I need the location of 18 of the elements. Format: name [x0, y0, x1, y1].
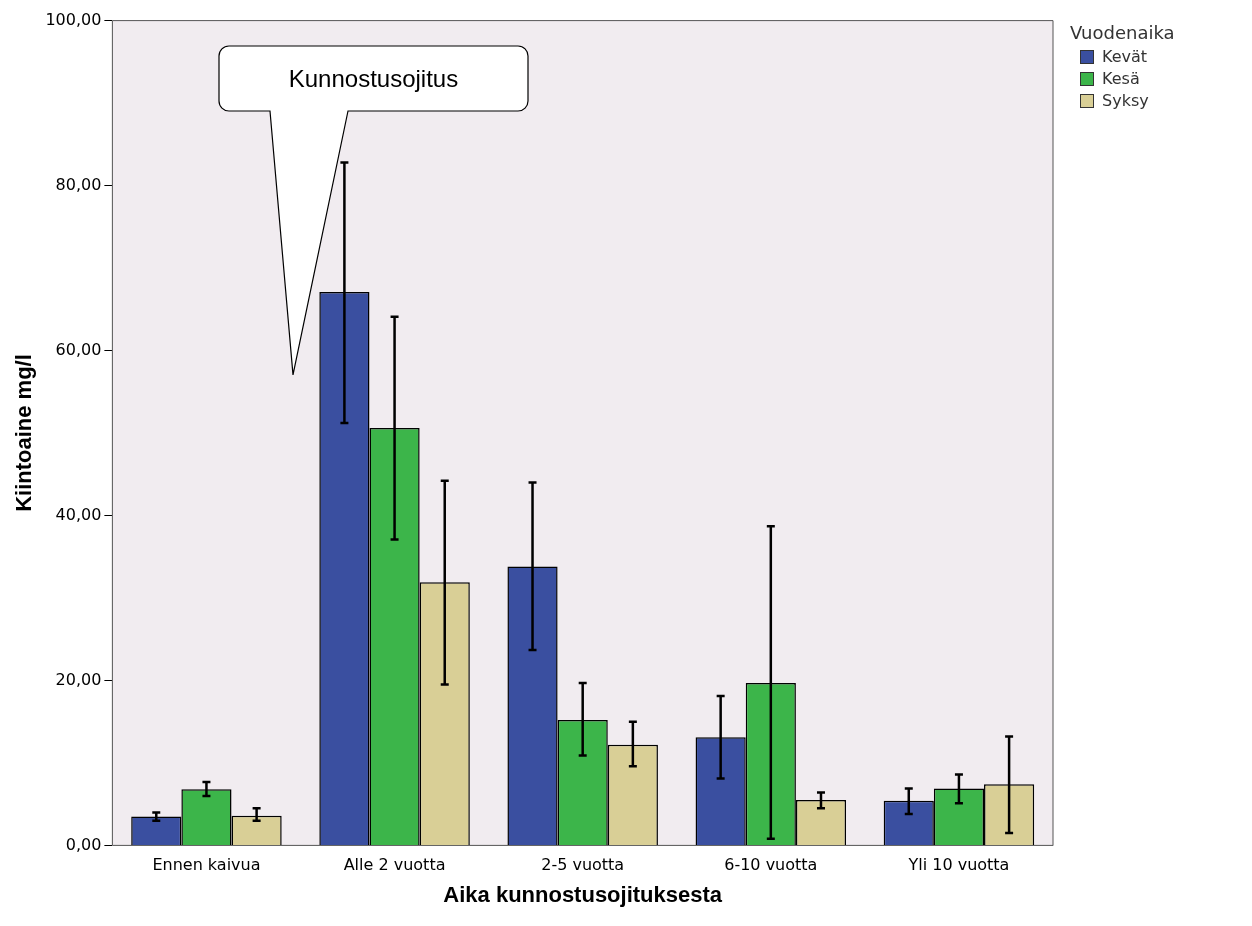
x-axis-title: Aika kunnostusojituksesta [443, 881, 723, 907]
annotation: Kunnostusojitus [287, 63, 460, 94]
y-tick-label: 0,00 [65, 834, 102, 854]
y-axis-title: Kiintoaine mg/l [11, 354, 37, 512]
x-tick-label: 6-10 vuotta [724, 855, 818, 875]
legend-label: Kevät [1102, 47, 1148, 66]
x-tick-label: 2-5 vuotta [541, 855, 625, 875]
legend-label: Syksy [1102, 91, 1149, 110]
y-tick-label: 40,00 [55, 504, 102, 524]
y-tick-label: 20,00 [55, 669, 102, 689]
legend-label: Kesä [1102, 69, 1140, 88]
x-tick-label: Ennen kaivua [152, 855, 261, 875]
y-tick-label: 100,00 [45, 9, 102, 29]
x-tick-label: Alle 2 vuotta [343, 855, 446, 875]
x-tick-label: Yli 10 vuotta [907, 855, 1010, 875]
legend-title: Vuodenaika [1070, 22, 1175, 43]
y-tick-label: 80,00 [55, 174, 102, 194]
y-tick-label: 60,00 [55, 339, 102, 359]
